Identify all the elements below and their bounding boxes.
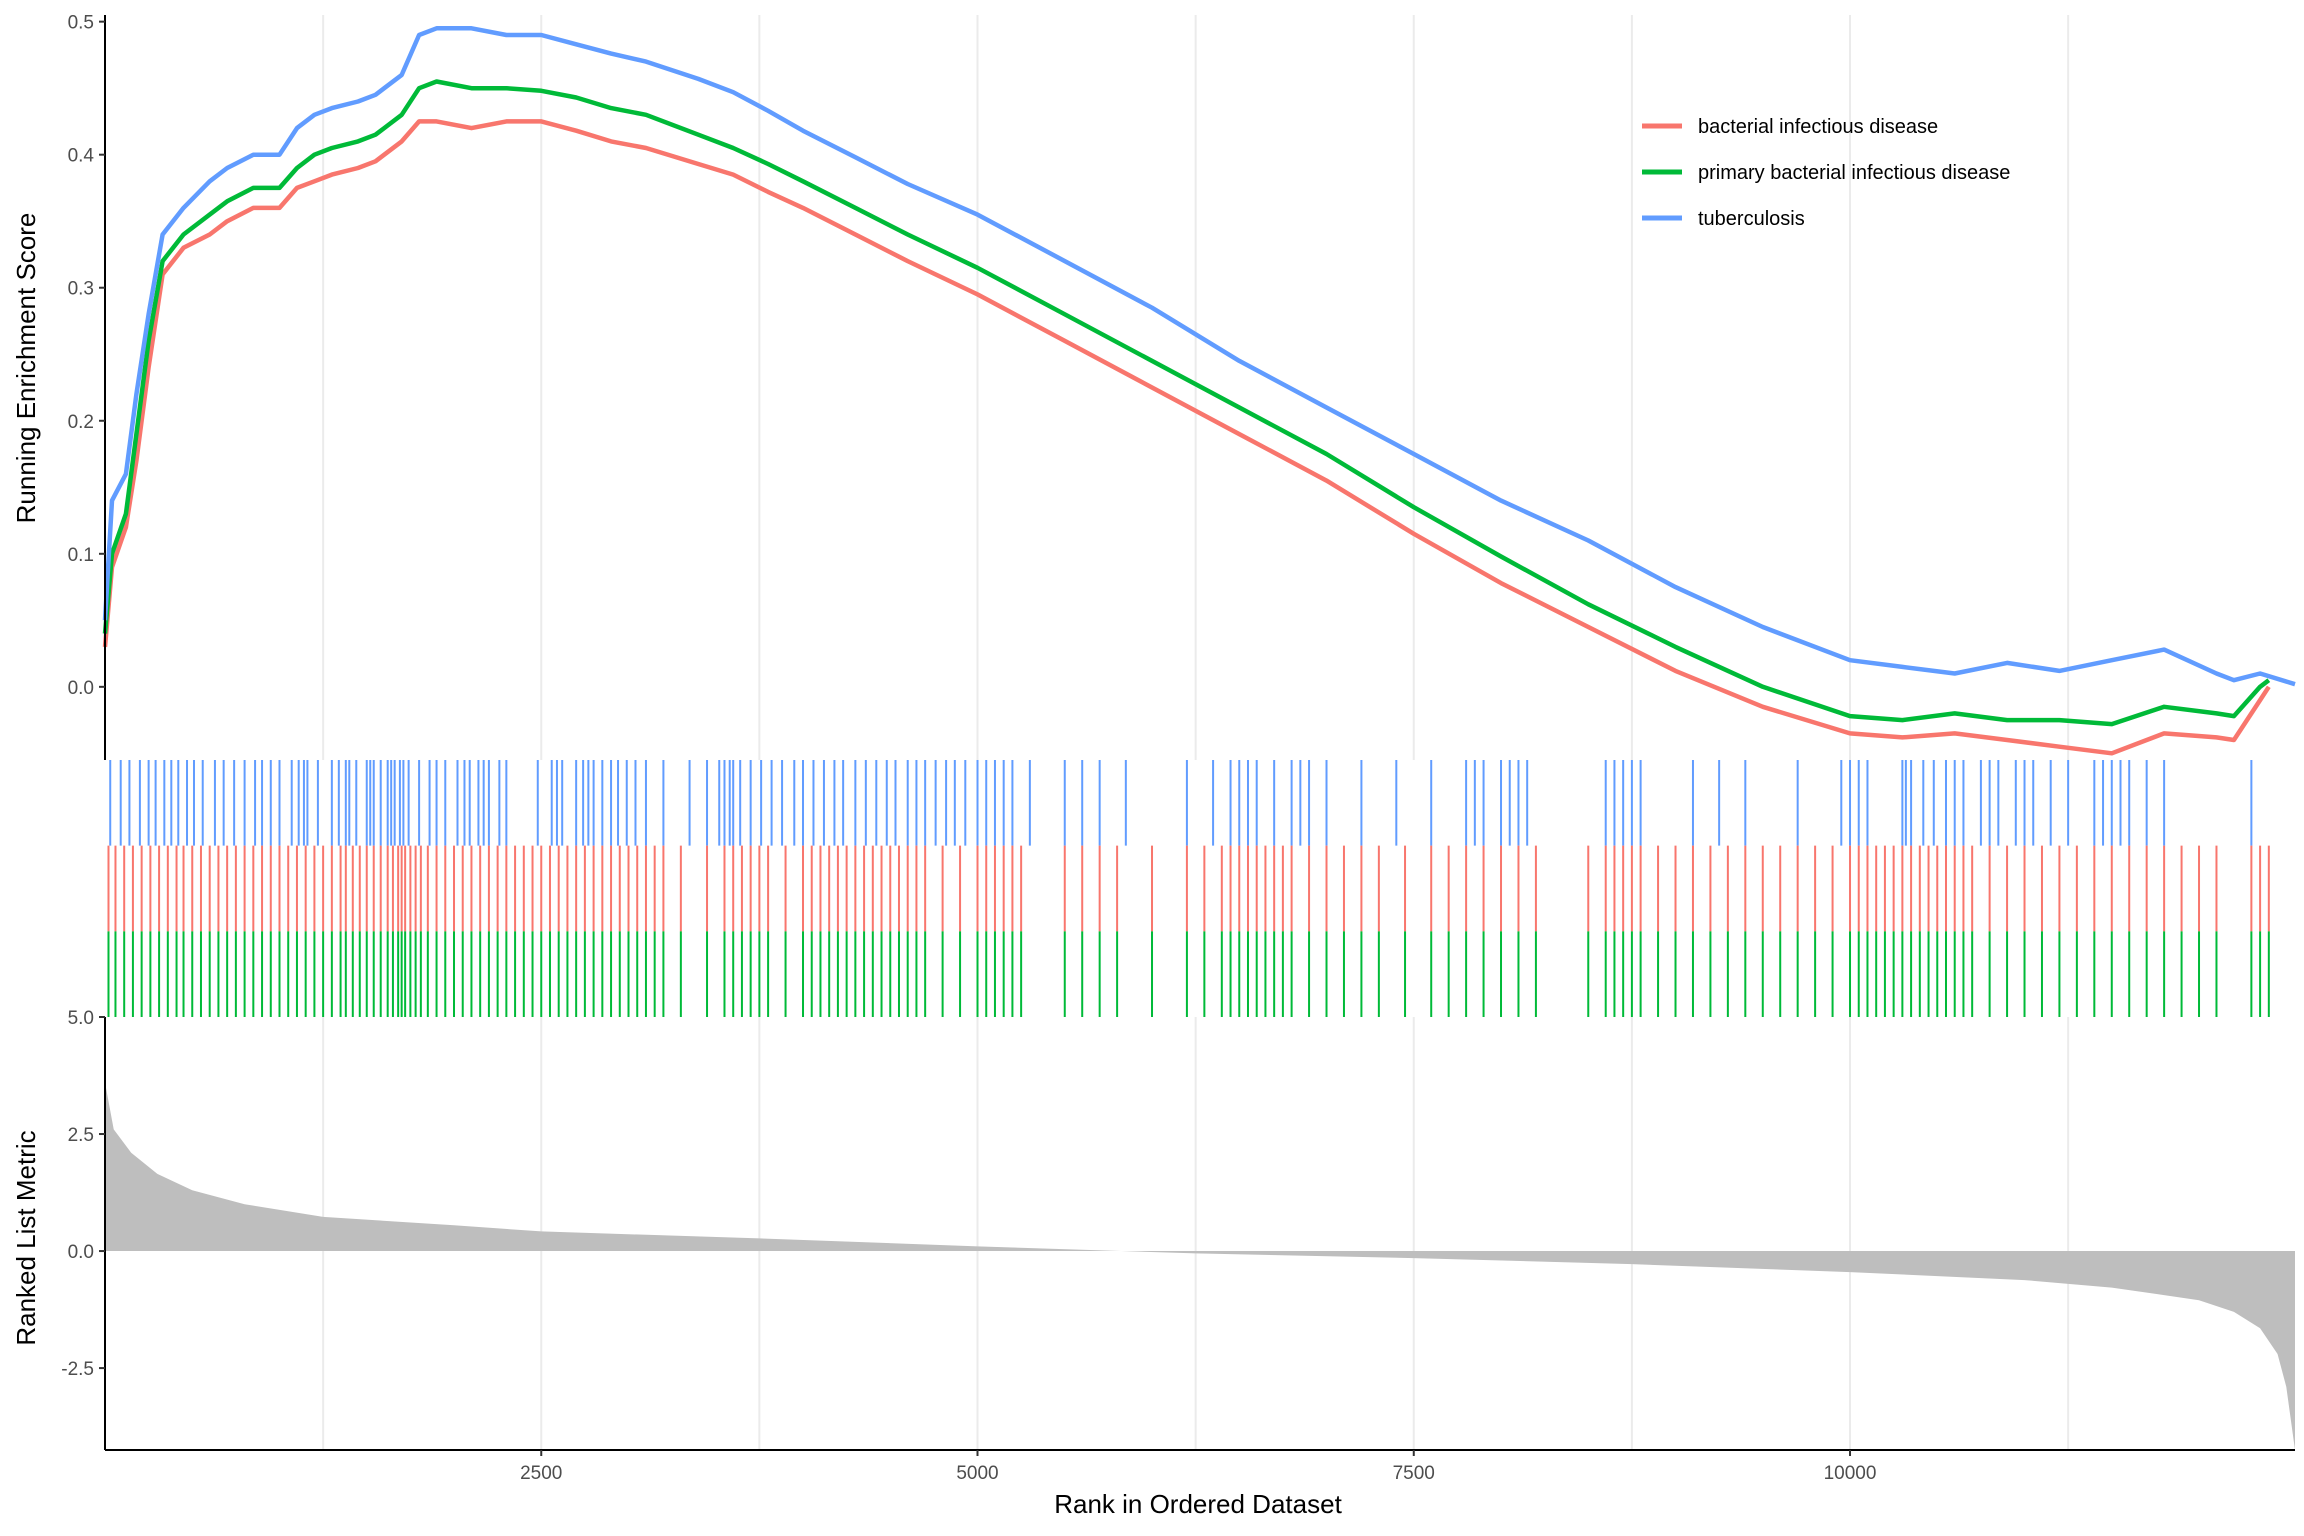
legend-label: primary bacterial infectious disease [1698,162,2010,184]
gene-hit-panel [107,760,2270,1017]
x-tick-label: 10000 [1824,1463,1877,1484]
y-tick-label-enrichment: 0.2 [68,412,94,433]
y-tick-label-enrichment: 0.1 [68,545,94,566]
legend: bacterial infectious disease primary bact… [1642,116,2010,230]
y-tick-label-metric: 2.5 [68,1125,94,1146]
x-tick-label: 5000 [956,1463,998,1484]
y-tick-label-metric: 5.0 [68,1008,94,1029]
y-tick-label-enrichment: 0.3 [68,279,94,300]
ranked-metric-panel [105,1082,2295,1450]
ranked-metric-area [105,1082,2295,1450]
y-tick-label-metric: 0.0 [68,1242,94,1263]
legend-label: bacterial infectious disease [1698,116,1938,138]
axes: 0.0 0.1 0.2 0.3 0.4 0.5 5.0 2.5 0.0 -2.5 2500 5000 7… [61,13,2295,1484]
y-axis-title-enrichment: Running Enrichment Score [11,213,41,524]
y-tick-label-enrichment: 0.5 [68,13,94,34]
y-axis-title-metric: Ranked List Metric [11,1130,41,1345]
y-tick-label-enrichment: 0.0 [68,678,94,699]
y-tick-label-metric: -2.5 [61,1359,94,1380]
x-tick-label: 2500 [520,1463,562,1484]
x-axis-title: Rank in Ordered Dataset [1054,1489,1342,1519]
y-tick-label-enrichment: 0.4 [68,146,95,167]
legend-label: tuberculosis [1698,208,1805,230]
enrichment-line [102,79,2271,727]
enrichment-line [102,119,2271,756]
enrichment-lines [102,26,2296,756]
enrichment-line [102,26,2296,687]
x-tick-label: 7500 [1393,1463,1435,1484]
